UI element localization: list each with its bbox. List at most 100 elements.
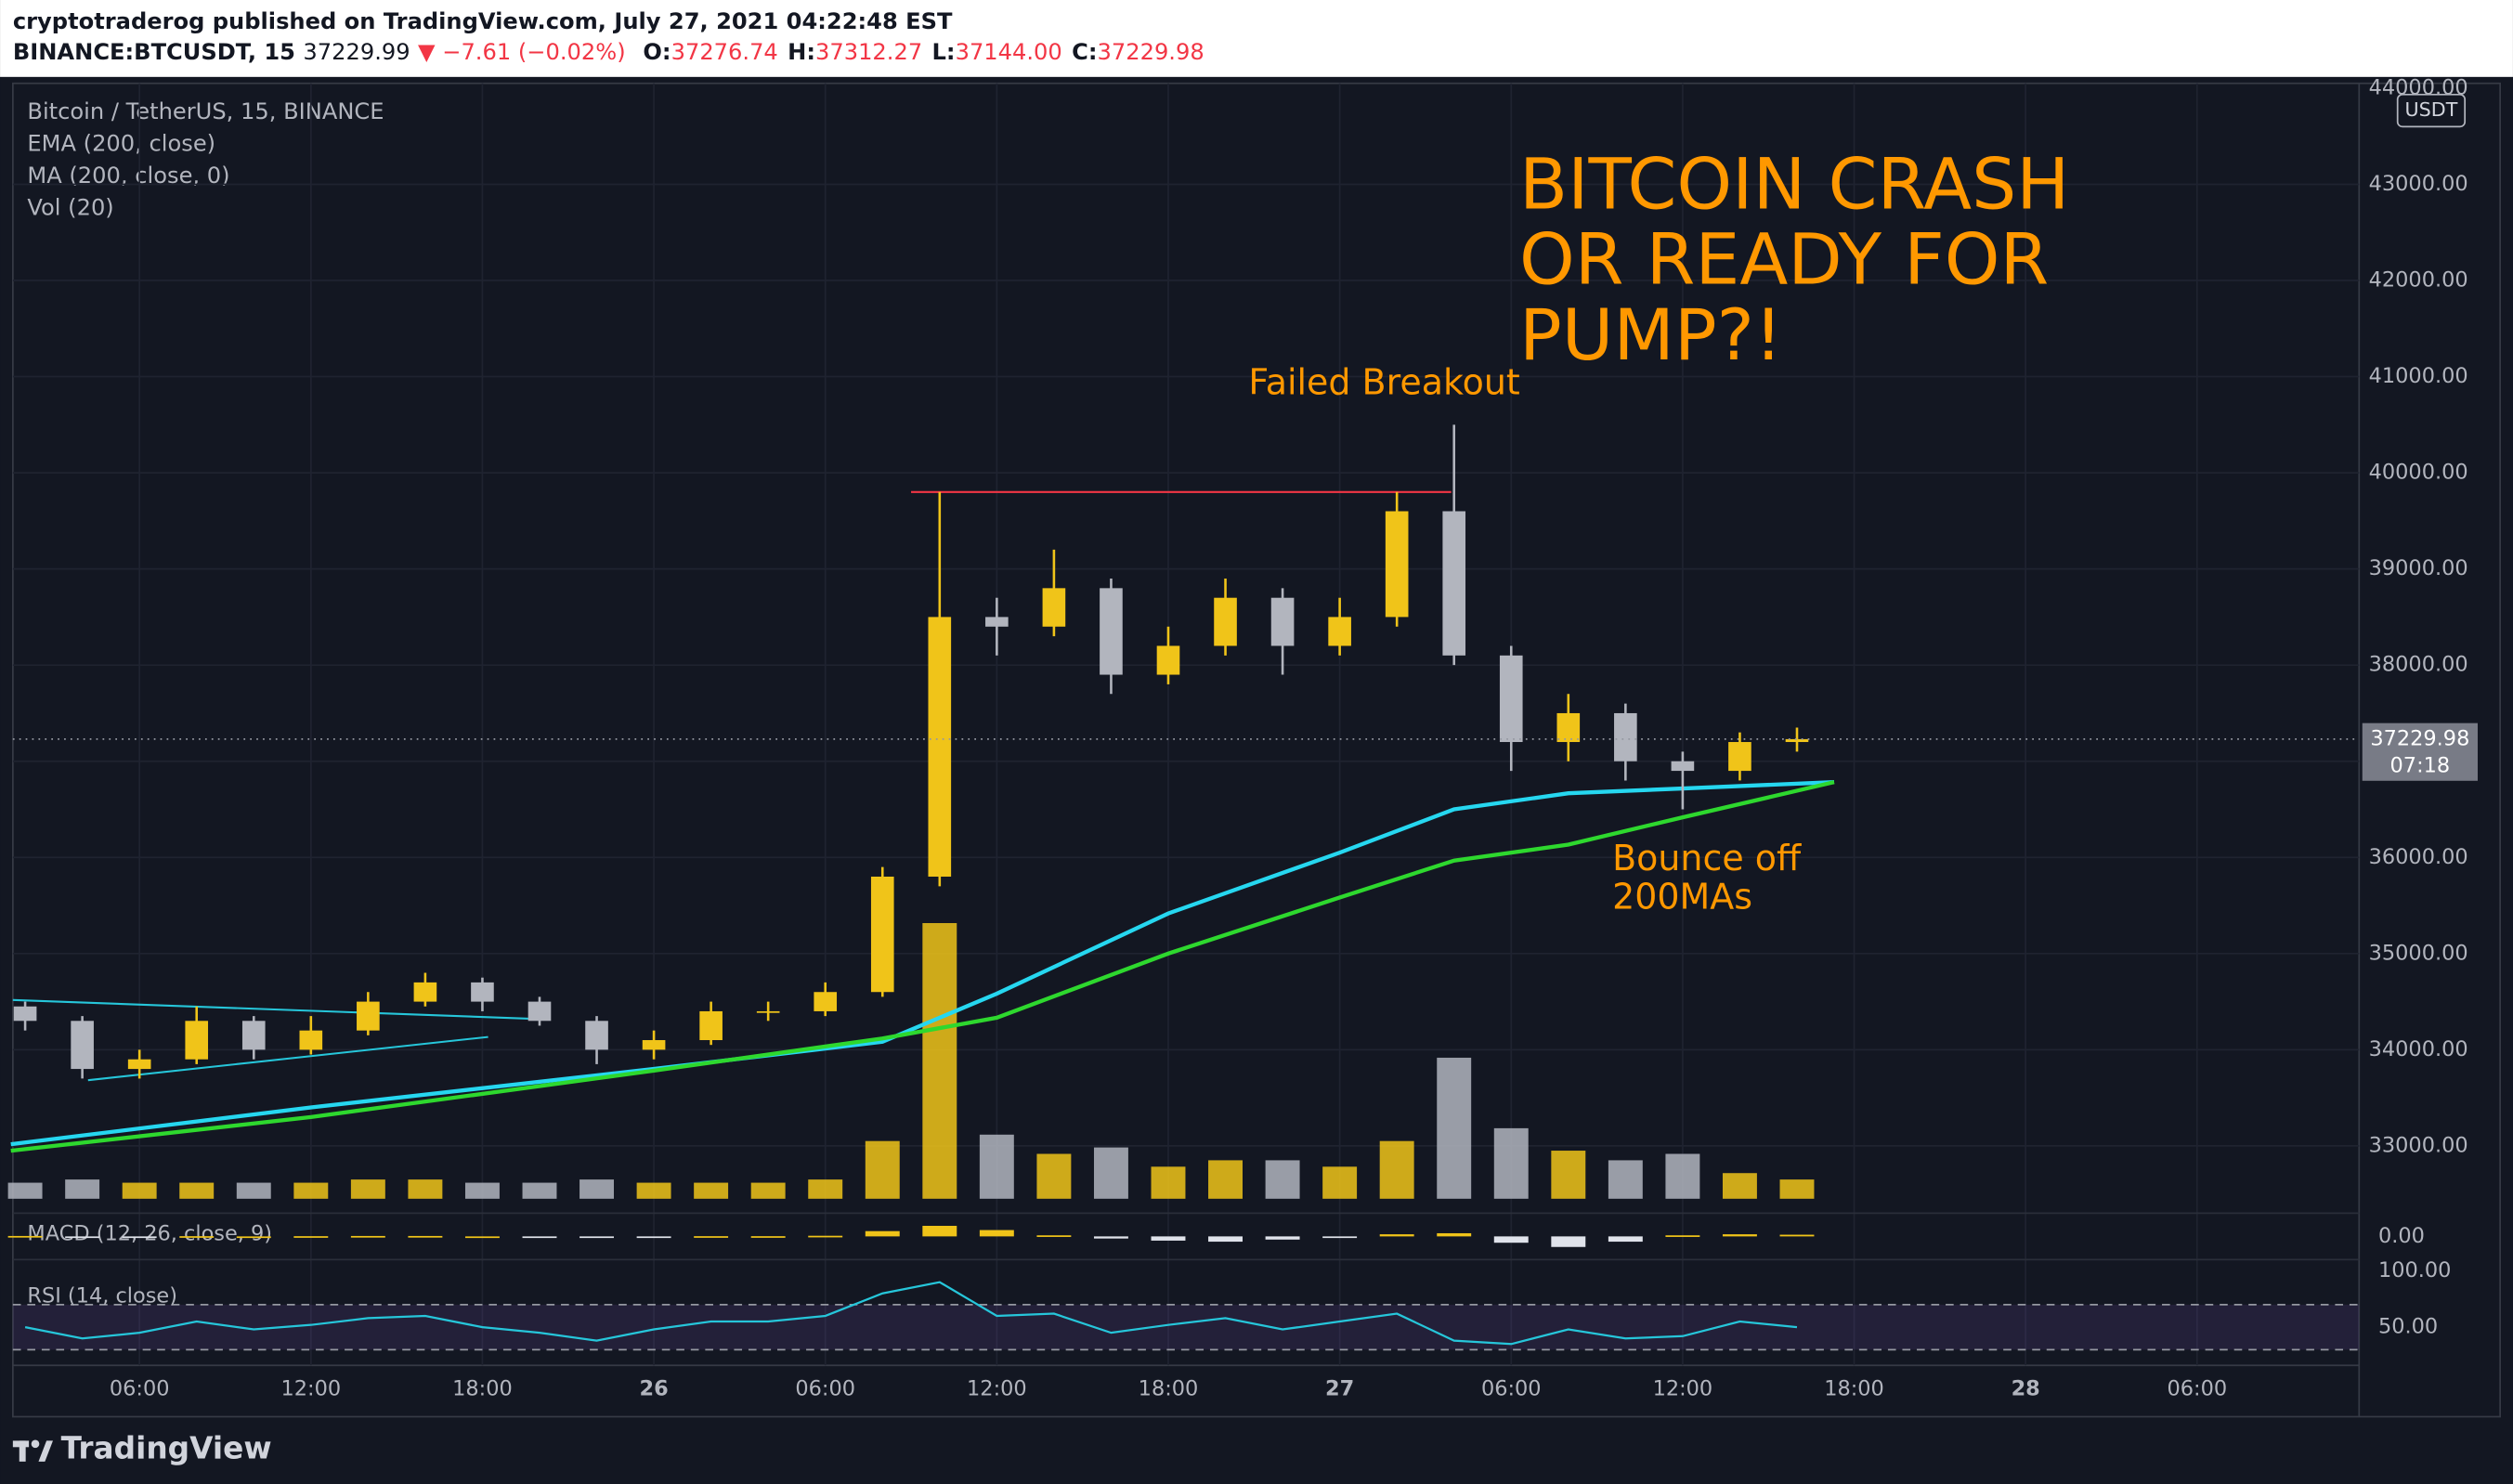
macd-bar — [1608, 1236, 1643, 1243]
volume-bar — [1779, 1179, 1815, 1199]
candle-body — [1214, 597, 1237, 646]
ohlc-value: 37144.00 — [956, 39, 1062, 65]
x-tick-label: 12:00 — [967, 1377, 1027, 1401]
legend-entry: EMA (200, close) — [27, 130, 215, 156]
volume-bar — [293, 1182, 329, 1199]
candle-body — [1270, 597, 1295, 646]
annotation: Failed Breakout — [1248, 362, 1519, 403]
candle-body — [1385, 511, 1409, 618]
volume-bar — [1722, 1173, 1757, 1199]
candle-body — [1499, 655, 1523, 743]
header-bar — [0, 0, 2513, 77]
ohlc-label: L: — [932, 39, 956, 65]
volume-bar — [579, 1179, 615, 1199]
macd-bar — [1551, 1236, 1586, 1247]
y-tick-label: 40000.00 — [2369, 461, 2468, 485]
macd-bar — [1093, 1236, 1128, 1239]
volume-bar — [350, 1179, 385, 1199]
candle-body — [1556, 712, 1581, 743]
trendline — [12, 998, 546, 1021]
macd-bar — [7, 1235, 43, 1238]
macd-bar — [750, 1236, 786, 1238]
volume-bar — [1493, 1127, 1529, 1199]
macd-bar — [1151, 1236, 1186, 1241]
macd-bar — [808, 1235, 843, 1238]
ohlc-value: 37312.27 — [815, 39, 922, 65]
legend-entry: Vol (20) — [27, 194, 113, 220]
candle-body — [527, 1001, 552, 1022]
macd-bar — [122, 1236, 157, 1239]
macd-bar — [1437, 1232, 1472, 1237]
candle-body — [1671, 761, 1695, 772]
rsi-line — [24, 1281, 1798, 1346]
last-price-label: 37229.98 — [2370, 726, 2469, 750]
y-tick-label: 39000.00 — [2369, 556, 2468, 580]
volume-bar — [522, 1182, 557, 1199]
volume-bar — [1322, 1166, 1358, 1199]
rsi-band — [12, 1304, 2360, 1350]
candle-body — [1328, 617, 1351, 646]
y-tick-label: 38000.00 — [2369, 653, 2468, 677]
volume-bar — [236, 1182, 271, 1199]
x-tick-label: 06:00 — [795, 1377, 855, 1401]
x-tick-label: 06:00 — [110, 1377, 170, 1401]
candle-body — [413, 982, 437, 1002]
volume-bar — [1608, 1160, 1643, 1199]
y-tick-label: 35000.00 — [2369, 941, 2468, 965]
macd-bar — [1665, 1235, 1700, 1237]
macd-bar — [694, 1236, 729, 1238]
candle-body — [1100, 588, 1123, 675]
macd-bar — [1322, 1236, 1358, 1239]
candle-body — [471, 982, 494, 1002]
x-tick-label: 12:00 — [1653, 1377, 1713, 1401]
candle-body — [1614, 712, 1637, 762]
candle-body — [71, 1021, 94, 1070]
volume-bar — [636, 1182, 671, 1199]
candle-body — [642, 1040, 666, 1050]
macd-bar — [236, 1236, 271, 1239]
candle-body — [127, 1059, 151, 1070]
candle-body — [241, 1021, 266, 1050]
candle-body — [1785, 738, 1809, 743]
y-tick-label: 44000.00 — [2369, 75, 2468, 99]
macd-bar — [1036, 1235, 1072, 1237]
countdown: 07:18 — [2390, 754, 2451, 778]
symbol-line: BINANCE:BTCUSDT, 15 37229.99 ▼ −7.61 (−0… — [13, 39, 1204, 65]
logo-shape — [19, 1440, 26, 1462]
candle-body — [1042, 588, 1066, 627]
last-price: 37229.99 — [303, 39, 410, 65]
volume-bar — [808, 1179, 843, 1199]
candle-body — [1156, 645, 1180, 675]
macd-bar — [522, 1236, 557, 1239]
publisher: cryptotraderog published on TradingView.… — [13, 8, 953, 34]
macd-bar — [922, 1226, 957, 1237]
volume-bar — [122, 1182, 157, 1199]
volume-bar — [179, 1182, 215, 1199]
y-tick-label: 41000.00 — [2369, 364, 2468, 388]
logo-shape — [38, 1440, 53, 1462]
volume-bar — [694, 1182, 729, 1199]
unit: USDT — [2405, 98, 2458, 121]
x-tick-label: 06:00 — [2167, 1377, 2227, 1401]
macd-bar — [65, 1236, 100, 1239]
symbol: BINANCE:BTCUSDT, 15 — [13, 39, 295, 65]
macd-bar — [1493, 1236, 1529, 1243]
moving-average — [10, 780, 1835, 1147]
macd-bar — [464, 1236, 500, 1239]
moving-average — [10, 780, 1835, 1153]
volume-bar — [1265, 1160, 1300, 1199]
volume-bar — [1379, 1140, 1414, 1199]
x-tick-label: 27 — [1325, 1377, 1354, 1401]
macd-bar — [865, 1230, 900, 1237]
macd-bar — [979, 1230, 1014, 1237]
plot-layer — [12, 83, 2360, 1366]
y-tick-label: 0.00 — [2378, 1224, 2425, 1248]
macd-bar — [350, 1235, 385, 1238]
volume-bar — [979, 1134, 1014, 1199]
volume-bar — [1208, 1160, 1243, 1199]
candle-body — [357, 1001, 380, 1031]
x-tick-label: 18:00 — [452, 1377, 513, 1401]
macd-bar — [1265, 1236, 1300, 1240]
